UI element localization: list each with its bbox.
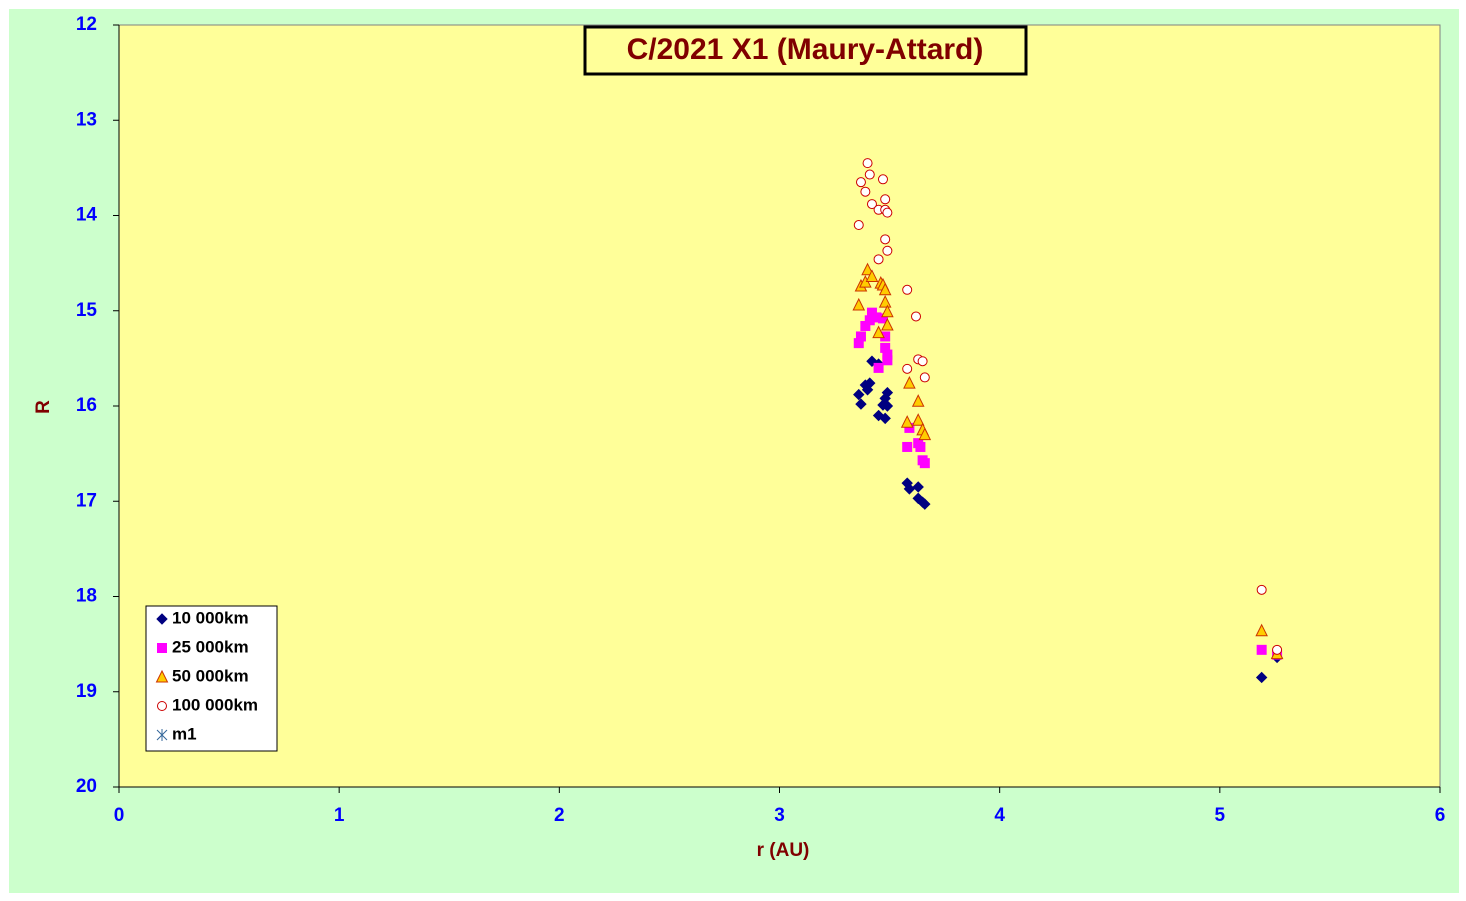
- point: [911, 394, 925, 407]
- point: [915, 441, 926, 452]
- legend-marker: [156, 613, 168, 625]
- point: [878, 282, 892, 296]
- point: [879, 412, 891, 425]
- point: [911, 311, 922, 322]
- point: [918, 427, 932, 441]
- point: [855, 177, 866, 188]
- point: [882, 207, 893, 218]
- point: [861, 262, 874, 276]
- x-tick-label: 5: [1215, 805, 1226, 826]
- legend-marker: [156, 729, 168, 741]
- point: [860, 186, 871, 197]
- x-axis-title: r (AU): [757, 840, 810, 861]
- legend-label: 100 000km: [172, 695, 258, 714]
- legend-label: m1: [172, 724, 197, 743]
- point: [881, 317, 894, 331]
- point: [881, 400, 894, 412]
- legend-label: 10 000km: [172, 608, 249, 627]
- point: [1256, 644, 1267, 655]
- point: [878, 295, 892, 308]
- y-axis-title: R: [33, 400, 54, 414]
- point: [881, 304, 894, 318]
- y-tick-label: 16: [76, 395, 97, 416]
- point: [855, 398, 867, 410]
- point: [900, 415, 914, 428]
- y-tick-label: 13: [76, 109, 97, 130]
- point: [903, 376, 916, 389]
- legend-label: 50 000km: [172, 666, 249, 685]
- point: [912, 481, 924, 493]
- y-tick-label: 15: [76, 300, 98, 321]
- point: [880, 194, 891, 205]
- point: [919, 498, 931, 510]
- point: [1272, 644, 1283, 655]
- x-tick-label: 0: [114, 805, 125, 826]
- point: [862, 158, 873, 169]
- x-tick-label: 6: [1435, 805, 1446, 826]
- point: [882, 245, 893, 256]
- x-tick-label: 4: [994, 805, 1005, 826]
- point: [873, 362, 884, 373]
- point: [873, 254, 884, 265]
- y-tick-label: 14: [76, 205, 98, 226]
- legend-marker: [155, 669, 169, 683]
- point: [919, 372, 930, 383]
- y-tick-label: 19: [76, 681, 97, 702]
- point: [852, 297, 866, 311]
- point: [872, 325, 885, 339]
- y-tick-label: 17: [76, 490, 97, 511]
- legend-marker: [157, 643, 167, 653]
- point: [861, 384, 874, 396]
- point: [919, 458, 930, 469]
- point: [902, 363, 913, 374]
- point: [866, 199, 877, 210]
- y-tick-label: 18: [76, 586, 97, 607]
- point: [864, 169, 875, 180]
- title-box: [583, 25, 1028, 76]
- point: [1255, 671, 1268, 684]
- legend-marker: [157, 701, 167, 711]
- x-tick-label: 3: [774, 805, 785, 826]
- point: [902, 284, 913, 295]
- x-tick-label: 2: [554, 805, 565, 826]
- point: [855, 331, 866, 342]
- x-tick-label: 1: [334, 805, 345, 826]
- point: [880, 234, 891, 245]
- y-tick-label: 12: [76, 14, 97, 35]
- point: [903, 483, 916, 495]
- point: [911, 413, 925, 426]
- point: [853, 388, 865, 401]
- point: [902, 441, 913, 452]
- y-tick-label: 20: [76, 776, 97, 797]
- legend-label: 25 000km: [172, 637, 249, 656]
- point: [853, 220, 864, 231]
- point: [917, 356, 928, 367]
- plot-area: [118, 24, 1441, 788]
- point: [1256, 584, 1267, 595]
- point: [882, 355, 893, 366]
- legend: [145, 605, 278, 752]
- chart-title: C/2021 X1 (Maury-Attard): [627, 33, 984, 66]
- point: [865, 269, 879, 282]
- point: [877, 174, 888, 185]
- point: [1255, 623, 1268, 637]
